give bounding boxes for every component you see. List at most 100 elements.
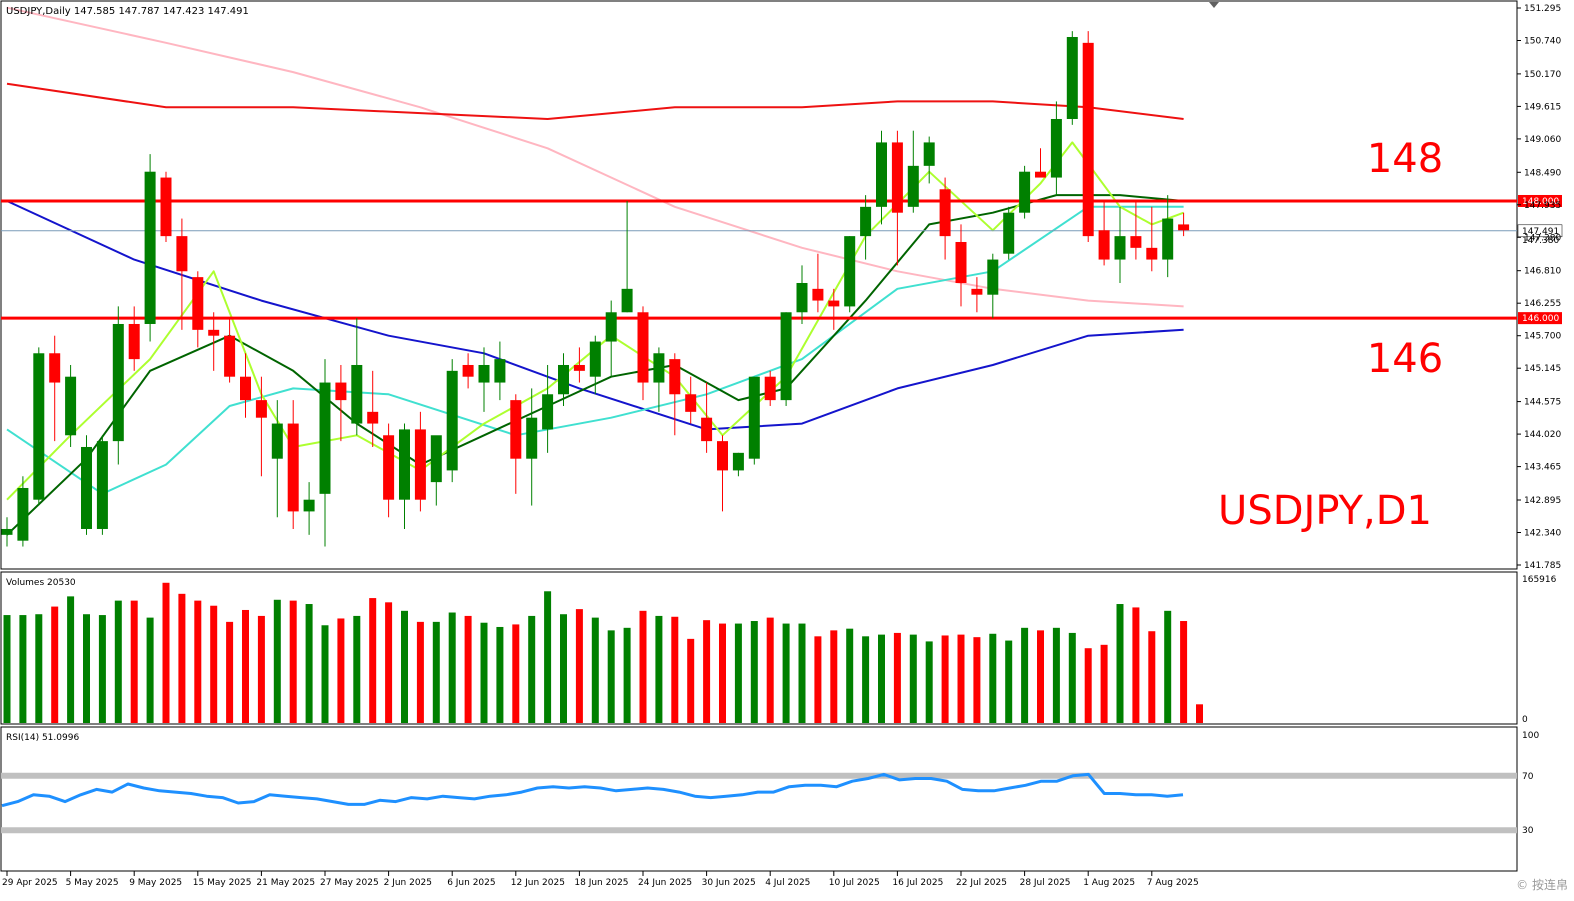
volume-bar bbox=[35, 614, 43, 723]
volume-bar bbox=[639, 610, 647, 723]
level-axis-tag bbox=[1518, 194, 1562, 207]
x-tick-label: 5 May 2025 bbox=[66, 878, 119, 888]
volume-bar bbox=[496, 626, 504, 723]
level-axis-label: 146.000 bbox=[1522, 314, 1559, 324]
volume-bar bbox=[210, 605, 218, 723]
volume-bar bbox=[1148, 631, 1156, 723]
volume-bar bbox=[607, 630, 615, 723]
x-tick-label: 12 Jun 2025 bbox=[511, 878, 565, 888]
volume-bar bbox=[19, 615, 27, 723]
candle-body bbox=[780, 312, 792, 401]
candle-body bbox=[876, 142, 887, 207]
candle-body bbox=[224, 335, 236, 377]
candle-body bbox=[621, 288, 633, 313]
candle-body bbox=[844, 236, 856, 307]
y-tick-label: 150.740 bbox=[1524, 37, 1561, 47]
volume-bar bbox=[925, 641, 933, 723]
volume-bar bbox=[1116, 604, 1124, 723]
candle-body bbox=[287, 423, 299, 512]
candle-body bbox=[987, 259, 999, 295]
volume-bar bbox=[719, 623, 726, 723]
volume-bar bbox=[242, 609, 249, 723]
candle-body bbox=[478, 364, 490, 383]
moving-average-line bbox=[6, 6, 1184, 308]
y-tick-label: 149.615 bbox=[1524, 102, 1561, 112]
volume-bar bbox=[432, 621, 440, 723]
candle-body bbox=[128, 323, 140, 360]
volume-bar bbox=[512, 624, 520, 723]
y-tick-label: 146.810 bbox=[1524, 267, 1561, 277]
x-tick-label: 9 May 2025 bbox=[129, 878, 182, 888]
volume-bar bbox=[130, 600, 138, 723]
volume-bar bbox=[1180, 621, 1188, 723]
level-axis-tag bbox=[1518, 312, 1562, 325]
candle-body bbox=[1114, 236, 1126, 260]
moving-average-line bbox=[6, 205, 1184, 495]
candle-body bbox=[971, 288, 983, 295]
current-price-label: 147.491 bbox=[1522, 227, 1559, 237]
y-tick-label: 144.020 bbox=[1524, 430, 1561, 440]
candle-body bbox=[335, 382, 347, 401]
volume-bar bbox=[1052, 627, 1060, 723]
rsi-line bbox=[1, 772, 1184, 808]
rsi-tick-label: 30 bbox=[1522, 826, 1534, 836]
x-tick-label: 7 Aug 2025 bbox=[1147, 878, 1199, 888]
volume-bar bbox=[734, 623, 742, 723]
x-tick-label: 16 Jul 2025 bbox=[892, 878, 943, 888]
y-tick-label: 147.380 bbox=[1524, 233, 1561, 243]
volume-bar bbox=[655, 615, 663, 723]
candle-body bbox=[939, 189, 951, 237]
rsi-tick-label: 100 bbox=[1522, 731, 1539, 741]
level-axis-label: 148.000 bbox=[1522, 197, 1559, 207]
volume-bar bbox=[591, 617, 599, 723]
candle-body bbox=[891, 142, 903, 213]
volume-bar bbox=[1068, 632, 1076, 723]
candle-body bbox=[1050, 118, 1062, 178]
volume-bar bbox=[1005, 640, 1013, 723]
candle-body bbox=[1035, 171, 1046, 178]
candle-body bbox=[414, 429, 426, 500]
volume-bar bbox=[3, 615, 11, 723]
x-tick-label: 30 Jun 2025 bbox=[702, 878, 756, 888]
candle-body bbox=[430, 435, 442, 483]
x-tick-label: 15 May 2025 bbox=[193, 878, 252, 888]
candle-body bbox=[907, 165, 919, 207]
candle-body bbox=[764, 376, 776, 401]
volume-zero-label: 0 bbox=[1522, 715, 1528, 725]
y-tick-label: 142.340 bbox=[1524, 528, 1561, 538]
candle-body bbox=[717, 441, 728, 471]
x-tick-label: 10 Jul 2025 bbox=[829, 878, 880, 888]
candle-body bbox=[208, 329, 220, 336]
candle-body bbox=[1019, 171, 1031, 213]
candle-body bbox=[669, 359, 681, 395]
volume-bar bbox=[369, 598, 377, 723]
x-tick-label: 29 Apr 2025 bbox=[2, 878, 58, 888]
y-tick-label: 151.295 bbox=[1524, 4, 1561, 14]
candle-body bbox=[955, 241, 967, 283]
y-tick-label: 146.255 bbox=[1524, 299, 1561, 309]
volume-bar bbox=[226, 621, 234, 723]
candle-body bbox=[96, 441, 108, 529]
watermark: © 按连帛 bbox=[1516, 878, 1568, 892]
volume-bar bbox=[448, 612, 456, 723]
volume-bar bbox=[305, 604, 313, 723]
candle-body bbox=[494, 359, 506, 383]
candle-body bbox=[828, 300, 840, 307]
volume-bar bbox=[1164, 610, 1172, 723]
y-tick-label: 145.145 bbox=[1524, 364, 1561, 374]
x-tick-label: 27 May 2025 bbox=[320, 878, 379, 888]
price-header: USDJPY,Daily 147.585 147.787 147.423 147… bbox=[6, 6, 249, 17]
volume-bar bbox=[401, 610, 408, 723]
level-label-148: 148 bbox=[1367, 136, 1443, 182]
current-price-tag bbox=[1517, 224, 1563, 238]
volume-bar bbox=[941, 635, 949, 723]
volume-bar bbox=[560, 614, 567, 723]
volume-bar bbox=[51, 606, 59, 723]
candle-body bbox=[1098, 230, 1110, 260]
volume-bar bbox=[957, 634, 965, 723]
volume-bar bbox=[67, 596, 75, 723]
candle-body bbox=[81, 446, 92, 529]
candle-body bbox=[49, 353, 61, 383]
rsi-pane bbox=[0, 726, 1518, 872]
candle-body bbox=[732, 452, 744, 471]
